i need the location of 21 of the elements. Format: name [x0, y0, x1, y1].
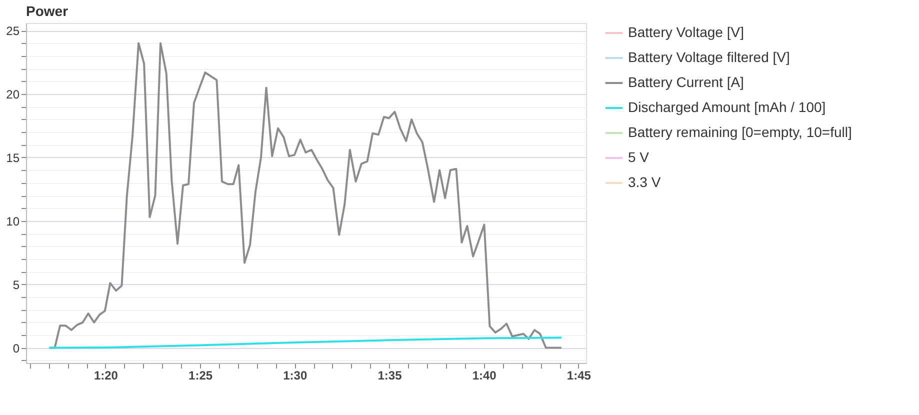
legend-label: 5 V	[628, 149, 650, 165]
legend-label: Battery Current [A]	[628, 74, 744, 90]
y-tick-label: 5	[12, 278, 20, 292]
legend-label: Discharged Amount [mAh / 100]	[628, 99, 826, 115]
y-tick-label: 0	[12, 341, 20, 356]
legend-label: 3.3 V	[628, 174, 662, 190]
x-tick-label: 1:40	[472, 368, 497, 382]
y-tick-label: 15	[6, 150, 20, 165]
y-tick-label: 25	[6, 24, 20, 38]
y-tick-label: 10	[6, 214, 20, 228]
legend-label: Battery remaining [0=empty, 10=full]	[628, 124, 852, 140]
x-tick-label: 1:45	[566, 368, 592, 382]
x-tick-label: 1:25	[188, 368, 213, 382]
chart-title: Power	[26, 3, 69, 19]
legend-label: Battery Voltage filtered [V]	[628, 49, 790, 65]
x-tick-label: 1:20	[94, 368, 118, 382]
x-tick-label: 1:30	[283, 368, 308, 382]
x-tick-label: 1:35	[378, 368, 402, 382]
legend-label: Battery Voltage [V]	[628, 24, 744, 40]
y-tick-label: 20	[6, 88, 20, 102]
line-series	[48, 336, 562, 349]
